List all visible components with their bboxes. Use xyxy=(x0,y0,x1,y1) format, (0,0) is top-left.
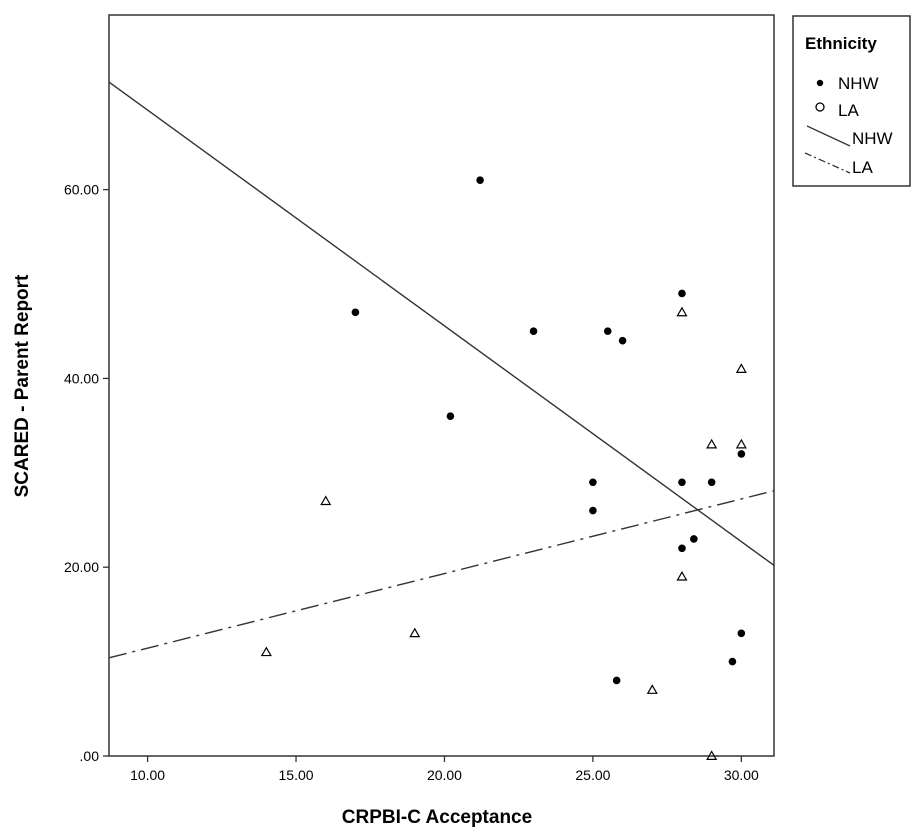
point-nhw xyxy=(678,478,686,487)
point-nhw xyxy=(728,657,737,666)
y-tick-label: 60.00 xyxy=(64,182,99,198)
point-nhw xyxy=(618,336,627,345)
point-la xyxy=(735,438,747,449)
point-la xyxy=(735,363,747,373)
legend-label-nhw-points: NHW xyxy=(838,74,879,93)
point-nhw xyxy=(529,327,538,336)
x-tick-label: 15.00 xyxy=(279,767,314,783)
legend-label-la-points: LA xyxy=(838,101,859,120)
point-nhw xyxy=(707,478,716,487)
point-nhw xyxy=(737,450,746,458)
legend-label-nhw-line: NHW xyxy=(852,129,893,148)
point-nhw xyxy=(678,289,686,298)
legend-filled-circle-icon xyxy=(816,79,824,87)
point-la xyxy=(320,495,332,506)
fit-line-nhw-solid xyxy=(108,81,775,566)
point-la xyxy=(706,750,718,760)
x-tick-label: 25.00 xyxy=(575,767,610,783)
point-nhw xyxy=(351,308,360,317)
legend-open-circle-icon xyxy=(815,102,825,112)
fit-lines xyxy=(108,81,775,659)
y-tick-label: 40.00 xyxy=(64,370,99,386)
y-tick-label: 20.00 xyxy=(64,559,99,575)
y-tick-label: .00 xyxy=(80,748,100,764)
x-tick-label: 20.00 xyxy=(427,767,462,783)
legend: Ethnicity NHW LA NHW LA xyxy=(792,15,911,187)
plot-area xyxy=(108,14,775,757)
legend-title: Ethnicity xyxy=(805,34,877,53)
x-axis-title: CRPBI-C Acceptance xyxy=(342,807,532,828)
point-la xyxy=(676,570,688,581)
axis-ticks: 10.00 15.00 20.00 25.00 30.00 .00 20.00 40.00 60… xyxy=(64,182,759,783)
point-la xyxy=(260,646,272,657)
point-nhw xyxy=(446,412,455,420)
fit-line-la-dashdot xyxy=(108,490,775,659)
point-nhw xyxy=(690,535,698,543)
x-tick-label: 30.00 xyxy=(724,767,759,783)
point-la xyxy=(676,306,688,317)
point-nhw xyxy=(589,506,597,515)
x-tick-label: 10.00 xyxy=(130,767,165,783)
point-la xyxy=(646,684,658,694)
data-points xyxy=(260,176,747,760)
point-nhw xyxy=(603,327,612,336)
legend-label-la-line: LA xyxy=(852,158,873,177)
point-nhw xyxy=(612,676,621,685)
point-nhw xyxy=(737,629,746,638)
point-nhw xyxy=(678,544,686,553)
legend-box xyxy=(792,15,911,187)
point-nhw xyxy=(589,478,597,487)
point-la xyxy=(706,438,718,449)
point-la xyxy=(409,627,421,638)
point-nhw xyxy=(476,176,484,184)
legend-dashdot-line-icon xyxy=(804,152,851,174)
y-axis-title: SCARED - Parent Report xyxy=(12,274,33,497)
legend-solid-line-icon xyxy=(806,125,851,147)
